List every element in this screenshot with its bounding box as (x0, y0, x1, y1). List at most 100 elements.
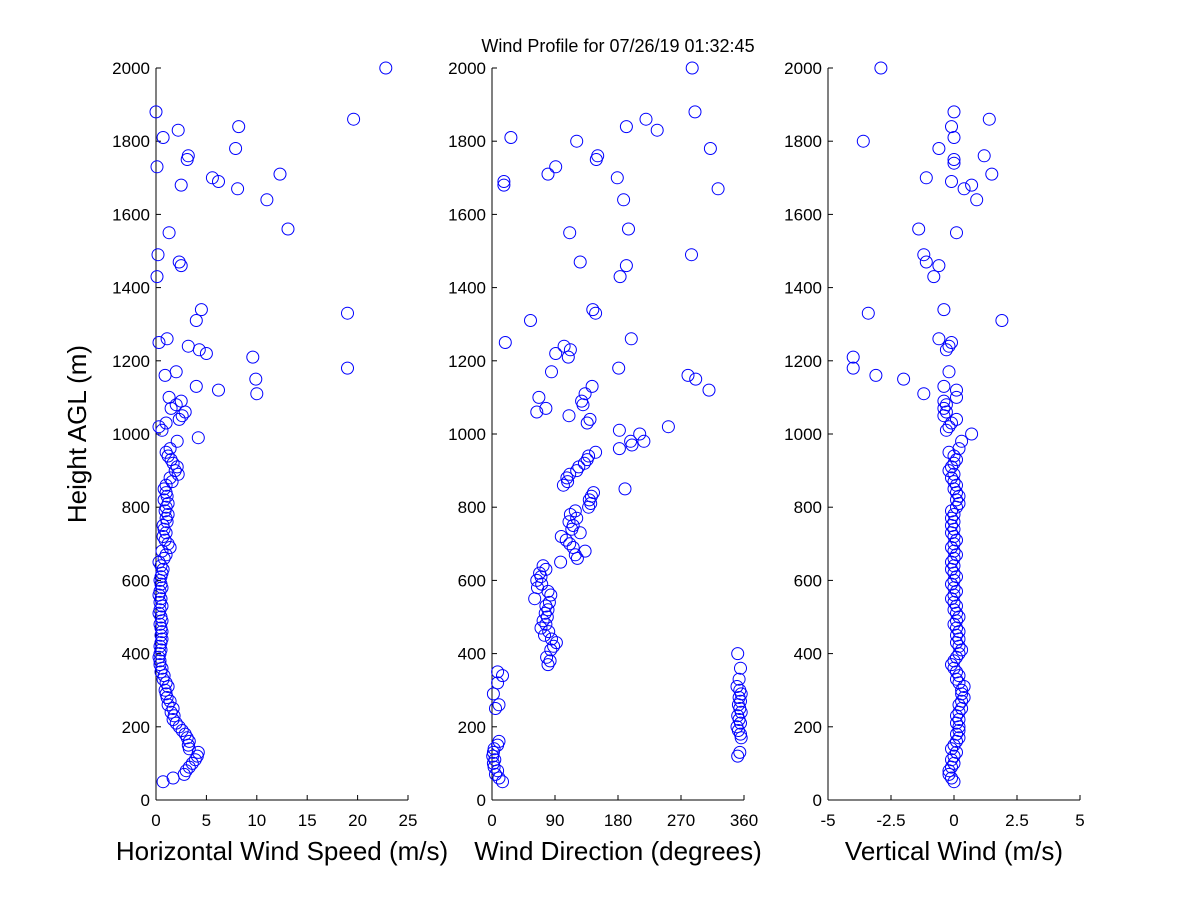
x-axis-label: Wind Direction (degrees) (474, 836, 762, 866)
data-point (497, 178, 511, 192)
data-point (178, 727, 192, 741)
data-point (945, 760, 958, 774)
data-point (161, 497, 175, 510)
data-point (947, 775, 961, 789)
data-point (152, 336, 166, 349)
data-point (524, 314, 537, 327)
data-point (554, 555, 568, 569)
data-point (189, 314, 203, 327)
y-axis-label: Height AGL (m) (62, 345, 92, 523)
data-point (578, 544, 592, 558)
data-point (947, 595, 961, 609)
data-point (486, 687, 500, 701)
y-tick-label: 1400 (784, 279, 822, 298)
data-point (950, 486, 963, 500)
data-point (945, 658, 958, 672)
data-point (624, 332, 638, 346)
y-tick-label: 200 (794, 718, 822, 737)
data-point (170, 460, 184, 474)
data-point (584, 489, 598, 503)
y-tick-label: 1000 (112, 425, 150, 444)
data-point (874, 61, 888, 75)
data-point (947, 467, 961, 481)
data-point (164, 705, 178, 719)
data-point (573, 255, 587, 269)
data-point (153, 603, 167, 617)
data-point (585, 379, 599, 393)
data-point (939, 423, 953, 437)
x-tick-label: 15 (298, 811, 317, 830)
data-point (589, 445, 603, 459)
data-point (937, 401, 951, 415)
data-point (169, 365, 183, 379)
data-point (156, 562, 170, 576)
data-point (153, 658, 167, 672)
data-point (945, 471, 958, 485)
data-point (530, 405, 544, 419)
data-point (154, 610, 168, 624)
data-point (540, 610, 554, 624)
data-point (582, 493, 596, 507)
data-point (488, 753, 502, 767)
data-point (229, 142, 243, 155)
data-point (952, 705, 966, 719)
data-point (952, 639, 966, 653)
data-point (563, 508, 577, 521)
data-point (154, 559, 168, 573)
data-point (587, 486, 600, 500)
data-point (159, 486, 173, 500)
data-point (566, 541, 580, 554)
data-point (939, 405, 953, 419)
data-point (194, 303, 208, 317)
data-point (939, 343, 953, 357)
data-point (164, 453, 178, 467)
data-point (950, 390, 963, 404)
data-point (492, 698, 506, 712)
data-point (950, 614, 963, 628)
y-tick-label: 1200 (112, 352, 150, 371)
data-point (563, 226, 577, 240)
data-point (917, 387, 931, 401)
data-point (549, 636, 563, 650)
y-tick-label: 200 (122, 718, 150, 737)
y-tick-label: 0 (813, 791, 822, 810)
data-point (617, 193, 631, 207)
data-point (995, 314, 1009, 327)
data-point (158, 368, 172, 382)
data-point (942, 420, 956, 434)
data-point (163, 694, 177, 708)
data-point (618, 482, 632, 496)
data-point (487, 742, 501, 756)
data-point (937, 394, 951, 408)
data-point (163, 471, 177, 485)
data-point (158, 683, 172, 697)
data-point (166, 456, 180, 470)
data-point (570, 134, 584, 148)
data-point (539, 401, 553, 415)
data-point (610, 171, 624, 185)
data-point (536, 559, 550, 573)
data-point (947, 581, 961, 595)
data-point (586, 303, 600, 317)
data-point (580, 416, 594, 430)
data-point (152, 420, 166, 434)
data-point (153, 584, 167, 598)
data-point (955, 694, 969, 708)
data-point (639, 112, 653, 126)
data-point (167, 709, 181, 723)
y-tick-label: 1600 (448, 205, 486, 224)
data-point (947, 573, 961, 587)
data-point (496, 775, 509, 789)
data-point (950, 533, 963, 547)
x-tick-label: 25 (399, 811, 418, 830)
data-point (563, 467, 577, 481)
data-point (160, 332, 174, 346)
data-point (170, 434, 184, 448)
data-point (169, 716, 183, 730)
data-point (246, 350, 260, 364)
x-tick-label: 0 (487, 811, 496, 830)
data-point (181, 339, 195, 353)
data-point (945, 519, 958, 532)
data-point (950, 672, 963, 686)
data-point (180, 731, 194, 745)
